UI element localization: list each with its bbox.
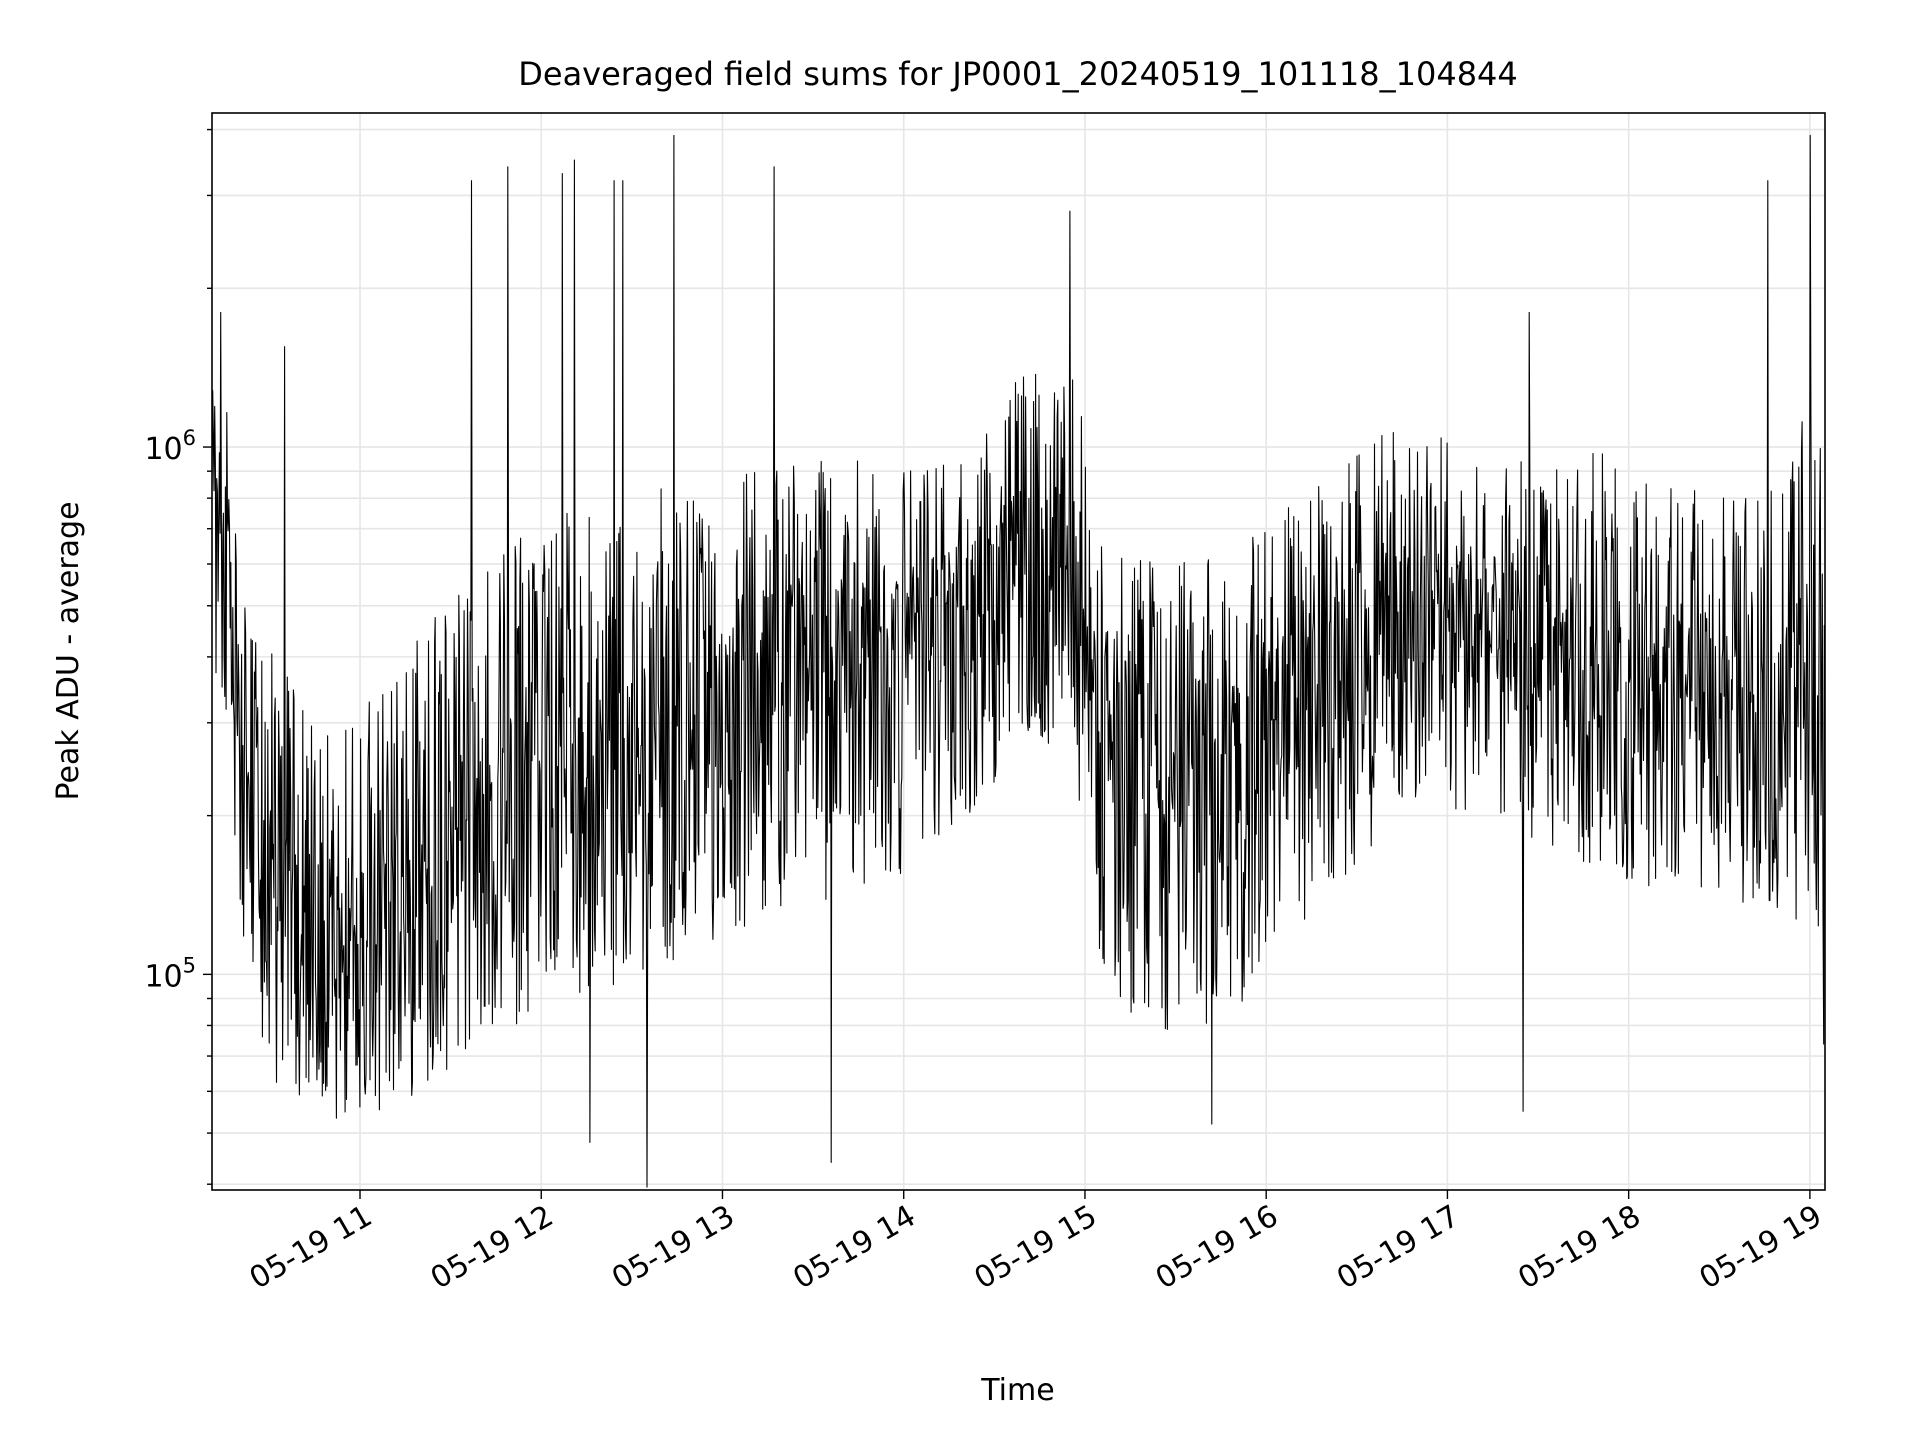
y-axis-label: Peak ADU - average — [51, 501, 86, 800]
series-line — [211, 134, 1826, 1188]
y-tick-label: 105 — [144, 953, 196, 994]
plot-frame — [211, 112, 1826, 1191]
x-axis-label: Time — [980, 1373, 1054, 1408]
chart-title: Deaveraged field sums for JP0001_2024051… — [518, 55, 1518, 93]
y-tick-label: 106 — [144, 426, 196, 467]
data-series — [211, 134, 1826, 1188]
